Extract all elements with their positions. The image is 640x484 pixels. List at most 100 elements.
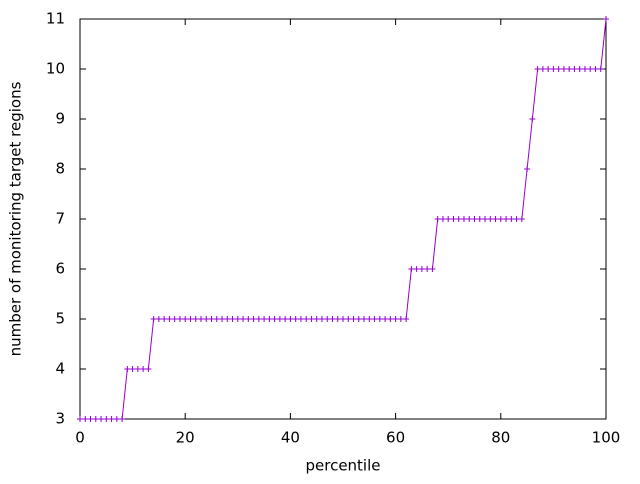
point-marker xyxy=(460,216,467,222)
point-marker xyxy=(560,66,567,72)
x-tick-label: 0 xyxy=(75,429,85,447)
series-line xyxy=(80,18,607,420)
point-marker xyxy=(303,316,310,322)
point-marker xyxy=(571,66,578,72)
point-marker xyxy=(171,316,178,322)
point-marker xyxy=(555,66,562,72)
x-tick-label: 100 xyxy=(592,429,621,447)
point-marker xyxy=(471,216,478,222)
point-marker xyxy=(592,66,599,72)
point-marker xyxy=(203,316,210,322)
point-marker xyxy=(134,366,141,372)
y-tick-label: 11 xyxy=(46,10,65,28)
point-marker xyxy=(581,66,588,72)
plot-frame xyxy=(79,18,607,420)
point-marker xyxy=(119,416,126,422)
point-marker xyxy=(429,266,436,272)
point-marker xyxy=(176,316,183,322)
point-marker xyxy=(255,316,262,322)
point-marker xyxy=(487,216,494,222)
point-marker xyxy=(161,316,168,322)
point-marker xyxy=(108,416,115,422)
point-marker xyxy=(366,316,373,322)
point-marker xyxy=(287,316,294,322)
x-tick-label: 20 xyxy=(176,429,195,447)
point-marker xyxy=(92,416,99,422)
x-axis-label: percentile xyxy=(305,457,380,475)
point-marker xyxy=(508,216,515,222)
point-marker xyxy=(376,316,383,322)
y-axis-label: number of monitoring target regions xyxy=(7,81,25,356)
x-tick-label: 40 xyxy=(281,429,300,447)
point-marker xyxy=(234,316,241,322)
point-marker xyxy=(182,316,189,322)
point-marker xyxy=(250,316,257,322)
point-marker xyxy=(566,66,573,72)
point-marker xyxy=(355,316,362,322)
point-marker xyxy=(545,66,552,72)
point-marker xyxy=(445,216,452,222)
point-marker xyxy=(371,316,378,322)
point-marker xyxy=(455,216,462,222)
point-marker xyxy=(213,316,220,322)
point-marker xyxy=(340,316,346,322)
point-marker xyxy=(240,316,247,322)
point-marker xyxy=(113,416,120,422)
point-marker xyxy=(261,316,268,322)
point-marker xyxy=(187,316,194,322)
point-marker xyxy=(197,316,204,322)
point-marker xyxy=(524,166,531,172)
point-marker xyxy=(503,216,510,222)
point-marker xyxy=(329,316,336,322)
point-marker xyxy=(145,366,152,372)
point-marker xyxy=(534,66,541,72)
point-marker xyxy=(219,316,226,322)
point-marker xyxy=(324,316,331,322)
point-marker xyxy=(408,266,415,272)
point-marker xyxy=(382,316,389,322)
point-marker xyxy=(229,316,236,322)
point-marker xyxy=(282,316,289,322)
point-marker xyxy=(313,316,320,322)
point-marker xyxy=(539,66,546,72)
point-marker xyxy=(603,16,609,22)
point-marker xyxy=(550,66,557,72)
point-marker xyxy=(103,416,110,422)
point-marker xyxy=(140,366,147,372)
y-tick-label: 5 xyxy=(55,310,65,328)
point-marker xyxy=(266,316,273,322)
point-marker xyxy=(345,316,352,322)
point-marker xyxy=(208,316,215,322)
point-marker xyxy=(124,366,131,372)
point-marker xyxy=(597,66,604,72)
point-marker xyxy=(155,316,162,322)
point-marker xyxy=(403,316,410,322)
y-tick-label: 10 xyxy=(46,60,65,78)
point-marker xyxy=(466,216,473,222)
point-marker xyxy=(497,216,504,222)
point-marker xyxy=(318,316,325,322)
point-marker xyxy=(476,216,483,222)
point-marker xyxy=(397,316,404,322)
y-tick-label: 3 xyxy=(55,410,65,428)
point-marker xyxy=(482,216,489,222)
point-marker xyxy=(166,316,173,322)
y-tick-label: 6 xyxy=(55,260,65,278)
x-tick-label: 80 xyxy=(491,429,510,447)
point-marker xyxy=(387,316,394,322)
point-marker xyxy=(297,316,304,322)
y-tick-label: 4 xyxy=(55,360,65,378)
point-marker xyxy=(82,416,89,422)
point-marker xyxy=(292,316,299,322)
point-marker xyxy=(413,266,420,272)
point-marker xyxy=(87,416,94,422)
y-tick-label: 9 xyxy=(55,110,65,128)
point-marker xyxy=(308,316,315,322)
point-marker xyxy=(434,216,441,222)
point-marker xyxy=(450,216,457,222)
point-marker xyxy=(513,216,520,222)
point-marker xyxy=(392,316,399,322)
point-marker xyxy=(518,216,525,222)
point-marker xyxy=(77,416,83,422)
